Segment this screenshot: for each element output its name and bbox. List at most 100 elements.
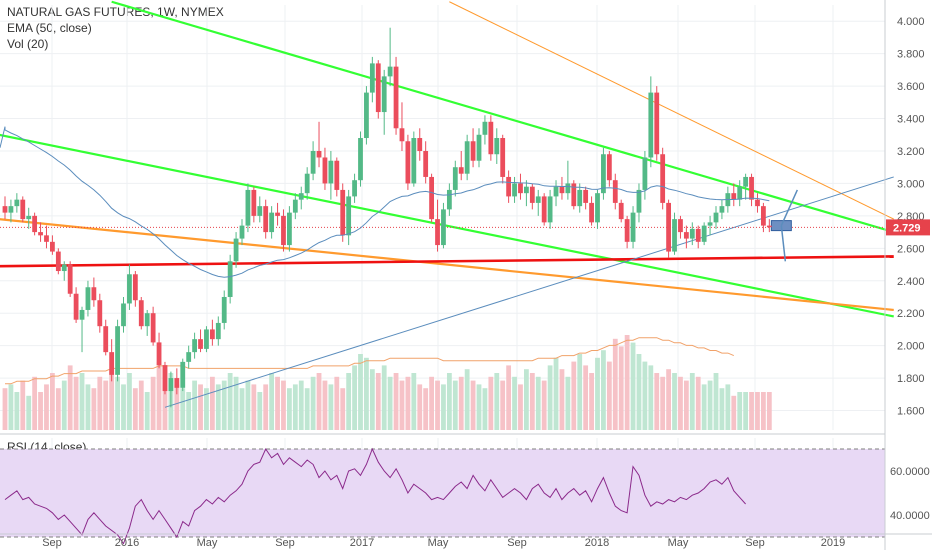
volume-bar <box>761 392 766 430</box>
volume-bar <box>50 373 55 430</box>
candle-body <box>180 361 186 388</box>
candle-body <box>364 92 369 139</box>
candle-body <box>369 63 375 93</box>
volume-bar <box>601 350 606 430</box>
volume-bar <box>636 354 642 430</box>
candle-body <box>713 212 719 223</box>
volume-bar <box>618 346 624 430</box>
volume-bar <box>328 384 334 430</box>
blue-trendline <box>164 176 894 408</box>
candle-body <box>624 219 630 242</box>
candle-body <box>755 199 760 207</box>
volume-bar <box>766 392 772 430</box>
candle-body <box>524 186 529 194</box>
volume-bar <box>417 384 423 430</box>
volume-bar <box>583 365 589 430</box>
volume-bar <box>281 380 286 430</box>
candle-body <box>512 183 517 197</box>
time-tick-label: Sep <box>745 537 765 549</box>
candle-body <box>150 313 156 343</box>
volume-bar <box>79 373 85 430</box>
candle-body <box>429 176 434 220</box>
candle-body <box>547 196 553 223</box>
candle-body <box>115 326 120 375</box>
volume-bar <box>689 373 695 430</box>
orange-support <box>0 218 894 312</box>
volume-bar <box>411 373 417 430</box>
candle-body <box>761 206 766 226</box>
volume-bar <box>257 392 263 430</box>
candle-body <box>737 186 743 200</box>
volume-bar <box>245 380 251 430</box>
candle-body <box>316 150 322 158</box>
volume-bar <box>713 373 719 430</box>
candle-body <box>476 134 482 161</box>
price-tick-label: 3.400 <box>897 114 925 126</box>
time-tick-label: Sep <box>507 537 527 549</box>
volume-bar <box>61 380 67 430</box>
volume-bar <box>660 376 666 430</box>
candle-body <box>559 186 565 194</box>
volume-bar <box>263 384 269 430</box>
candle-body <box>257 206 263 216</box>
volume-bar <box>524 369 529 430</box>
volume-bar <box>707 380 713 430</box>
candle-body <box>452 167 458 190</box>
volume-bar <box>476 384 482 430</box>
volume-bar <box>132 388 138 430</box>
candle-body <box>612 180 618 203</box>
volume-bar <box>127 373 132 430</box>
candle-body <box>583 189 589 203</box>
candle-body <box>103 326 109 353</box>
volume-bar <box>180 388 186 430</box>
candle-body <box>648 92 654 158</box>
last-price-value: 2.729 <box>893 222 921 234</box>
candle-body <box>535 196 541 203</box>
volume-bar <box>701 384 707 430</box>
orange-resistance-thin <box>449 1 894 220</box>
candle-body <box>494 138 500 155</box>
candle-body <box>482 121 488 135</box>
candle-body <box>423 150 429 177</box>
candle-body <box>73 293 79 320</box>
candle-body <box>500 138 506 177</box>
price-tick-label: 2.400 <box>897 276 925 288</box>
volume-bar <box>8 384 14 430</box>
volume-bar <box>103 380 109 430</box>
candle-body <box>239 225 245 239</box>
volume-bar <box>678 376 683 430</box>
volume-bar <box>156 361 162 430</box>
candle-body <box>144 313 150 327</box>
volume-bar <box>512 376 517 430</box>
last-price-tag <box>886 219 930 236</box>
volume-bar <box>606 361 612 430</box>
volume-bar <box>322 380 328 430</box>
volume-ma-line <box>5 337 734 385</box>
candle-body <box>85 287 91 310</box>
volume-bar <box>648 365 654 430</box>
chart-legend: NATURAL GAS FUTURES, 1W, NYMEX EMA (50, … <box>7 4 224 52</box>
volume-bar <box>340 388 346 430</box>
volume-bar <box>14 392 20 430</box>
price-tick-label: 3.200 <box>897 146 925 158</box>
candle-body <box>446 189 452 210</box>
candle-body <box>589 202 594 223</box>
candle-body <box>529 186 535 203</box>
candle-body <box>695 228 701 242</box>
candle-body <box>269 212 275 233</box>
volume-bar <box>304 388 310 430</box>
candle-body <box>127 274 132 304</box>
candle-body <box>435 219 440 246</box>
volume-bar <box>672 373 677 430</box>
rsi-band <box>0 449 885 537</box>
candle-body <box>441 209 446 246</box>
candle-body <box>198 339 203 349</box>
candle-body <box>109 352 115 375</box>
volume-bar <box>405 376 411 430</box>
volume-bar <box>334 376 340 430</box>
candle-body <box>263 206 269 233</box>
volume-bar <box>174 384 180 430</box>
candle-body <box>8 206 14 213</box>
volume-bar <box>488 376 494 430</box>
